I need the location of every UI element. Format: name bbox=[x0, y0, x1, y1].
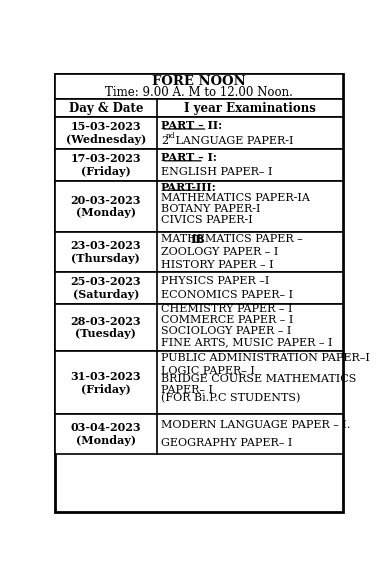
Text: SOCIOLOGY PAPER – I: SOCIOLOGY PAPER – I bbox=[161, 327, 291, 336]
Text: MATHEMATICS PAPER –: MATHEMATICS PAPER – bbox=[161, 234, 306, 244]
Text: BRIDGE COURSE MATHEMATICS PAPER– I: BRIDGE COURSE MATHEMATICS PAPER– I bbox=[161, 374, 356, 396]
Text: PHYSICS PAPER –I: PHYSICS PAPER –I bbox=[161, 276, 269, 286]
Text: 20-03-2023
(Monday): 20-03-2023 (Monday) bbox=[71, 195, 141, 219]
Text: LANGUAGE PAPER-I: LANGUAGE PAPER-I bbox=[172, 136, 294, 146]
Text: Time: 9.00 A. M to 12.00 Noon.: Time: 9.00 A. M to 12.00 Noon. bbox=[105, 86, 293, 99]
Bar bbox=[54, 351, 343, 414]
Text: FORE NOON: FORE NOON bbox=[152, 75, 246, 88]
Bar bbox=[54, 304, 343, 351]
Text: LOGIC PAPER– I: LOGIC PAPER– I bbox=[161, 366, 255, 376]
Bar bbox=[54, 149, 343, 181]
Text: 03-04-2023
(Monday): 03-04-2023 (Monday) bbox=[71, 422, 141, 446]
Text: nd: nd bbox=[166, 132, 176, 140]
Text: 25-03-2023
(Saturday): 25-03-2023 (Saturday) bbox=[71, 276, 141, 300]
Text: PART – II:: PART – II: bbox=[161, 121, 222, 131]
Bar bbox=[54, 232, 343, 272]
Text: PART-III:: PART-III: bbox=[161, 182, 217, 193]
Text: 2: 2 bbox=[161, 136, 168, 146]
Text: GEOGRAPHY PAPER– I: GEOGRAPHY PAPER– I bbox=[161, 438, 292, 448]
Text: PUBLIC ADMINISTRATION PAPER–I: PUBLIC ADMINISTRATION PAPER–I bbox=[161, 353, 370, 362]
Text: 15-03-2023
(Wednesday): 15-03-2023 (Wednesday) bbox=[66, 121, 146, 145]
Bar bbox=[54, 272, 343, 304]
Bar bbox=[54, 99, 343, 117]
Bar bbox=[54, 181, 343, 232]
Text: 31-03-2023
(Friday): 31-03-2023 (Friday) bbox=[71, 371, 141, 394]
Text: MODERN LANGUAGE PAPER – I.: MODERN LANGUAGE PAPER – I. bbox=[161, 420, 350, 430]
Text: CHEMISTRY PAPER – I: CHEMISTRY PAPER – I bbox=[161, 304, 293, 314]
Text: IB: IB bbox=[190, 234, 205, 245]
Text: BOTANY PAPER-I: BOTANY PAPER-I bbox=[161, 204, 260, 214]
Text: ENGLISH PAPER– I: ENGLISH PAPER– I bbox=[161, 168, 272, 177]
Text: COMMERCE PAPER – I: COMMERCE PAPER – I bbox=[161, 315, 293, 325]
Bar bbox=[54, 117, 343, 149]
Text: 23-03-2023
(Thursday): 23-03-2023 (Thursday) bbox=[71, 240, 141, 264]
Text: Day & Date: Day & Date bbox=[69, 102, 143, 115]
Text: I year Examinations: I year Examinations bbox=[184, 102, 316, 115]
Text: ZOOLOGY PAPER – I: ZOOLOGY PAPER – I bbox=[161, 247, 278, 257]
Text: FINE ARTS, MUSIC PAPER – I: FINE ARTS, MUSIC PAPER – I bbox=[161, 338, 333, 347]
Text: (FOR Bi.P.C STUDENTS): (FOR Bi.P.C STUDENTS) bbox=[161, 393, 300, 403]
Bar bbox=[54, 74, 343, 99]
Bar bbox=[54, 414, 343, 454]
Text: 28-03-2023
(Tuesday): 28-03-2023 (Tuesday) bbox=[71, 316, 141, 339]
Text: 17-03-2023
(Friday): 17-03-2023 (Friday) bbox=[71, 153, 141, 177]
Text: PART – I:: PART – I: bbox=[161, 152, 217, 163]
Text: HISTORY PAPER – I: HISTORY PAPER – I bbox=[161, 260, 274, 270]
Text: ECONOMICS PAPER– I: ECONOMICS PAPER– I bbox=[161, 290, 293, 300]
Text: CIVICS PAPER-I: CIVICS PAPER-I bbox=[161, 215, 253, 225]
Text: MATHEMATICS PAPER-IA: MATHEMATICS PAPER-IA bbox=[161, 193, 310, 203]
